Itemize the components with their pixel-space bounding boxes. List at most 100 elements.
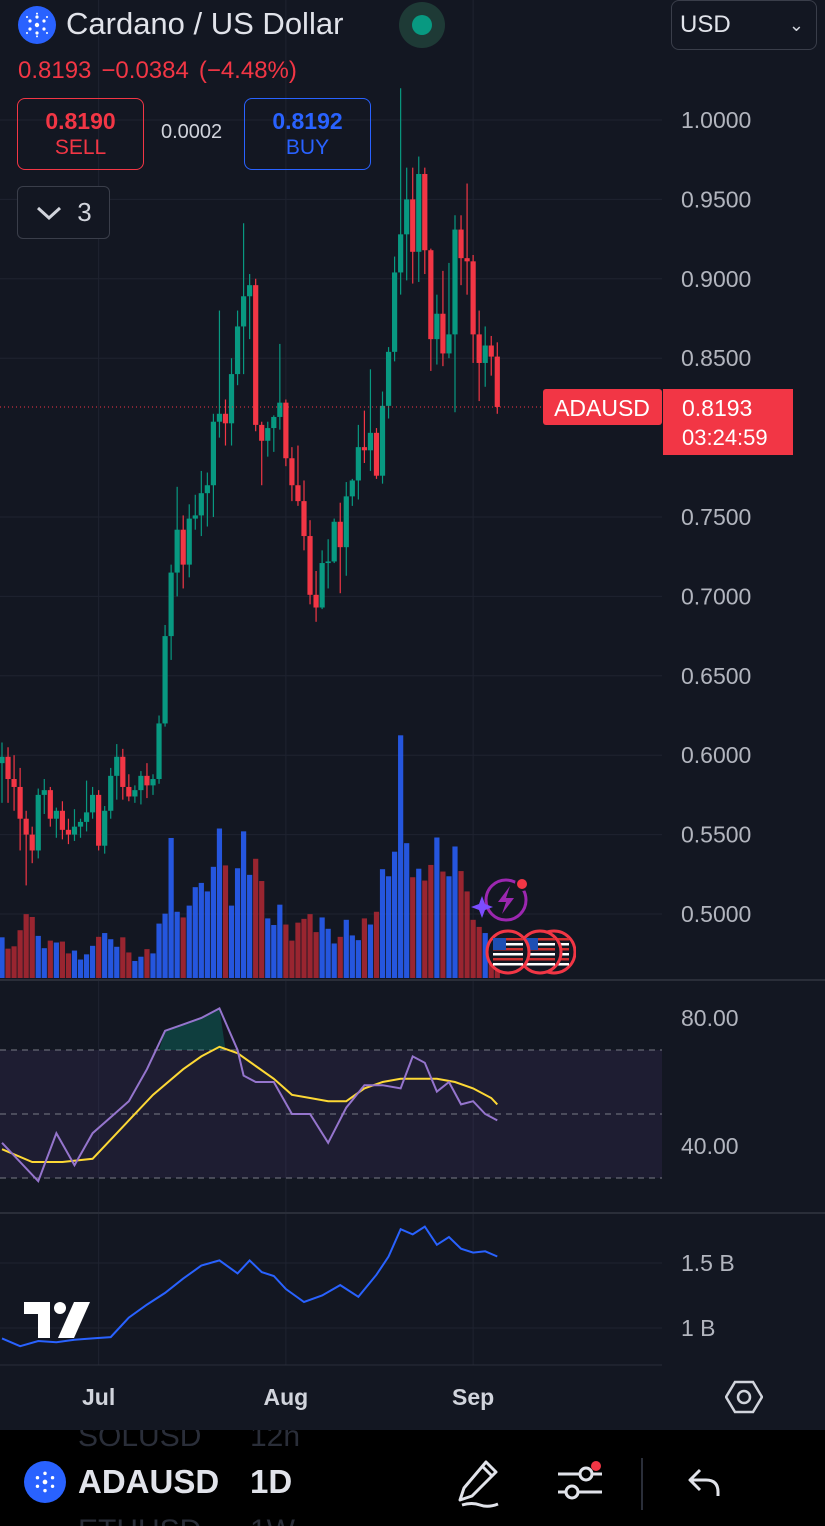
candle-body xyxy=(132,790,138,797)
market-open-icon[interactable] xyxy=(399,2,445,48)
volume-bar xyxy=(138,956,144,978)
volume-bar xyxy=(41,948,47,978)
price-tick-label: 0.8500 xyxy=(681,345,751,371)
candle-body xyxy=(410,199,416,252)
volume-bar xyxy=(90,945,96,978)
price-tick-label: 0.5000 xyxy=(681,901,751,927)
undo-icon[interactable] xyxy=(686,1466,722,1500)
price-tick-label: 0.6500 xyxy=(681,663,751,689)
next-symbol: ETHUSD xyxy=(78,1514,201,1526)
flag-stripe xyxy=(493,953,523,956)
symbol-list-prev[interactable]: SOLUSD 12h xyxy=(78,1430,300,1454)
volume-bar xyxy=(343,919,349,978)
indicators-toggle-button[interactable]: 3 xyxy=(17,186,110,239)
sell-label: SELL xyxy=(54,136,107,160)
candle-body xyxy=(77,821,84,827)
volume-bar xyxy=(277,904,283,978)
candle-body xyxy=(494,356,500,407)
buy-button[interactable]: 0.8192 BUY xyxy=(244,98,371,170)
symbol-title[interactable]: Cardano / US Dollar xyxy=(66,6,344,41)
chevron-down-icon xyxy=(37,206,62,220)
volume-bar xyxy=(29,916,35,978)
last-price-tag-bg xyxy=(663,389,793,455)
volume-bar xyxy=(361,918,367,978)
candle-body xyxy=(373,432,380,476)
volume-bar xyxy=(222,865,229,978)
flag-canton xyxy=(493,938,506,950)
volume-bar xyxy=(301,918,307,978)
flag-stripe xyxy=(493,943,523,946)
candle-body xyxy=(452,229,458,335)
volume-bar xyxy=(204,891,210,978)
symbol-list-next[interactable]: ETHUSD 1W xyxy=(78,1514,295,1526)
next-interval: 1W xyxy=(250,1514,295,1526)
volume-bar xyxy=(180,917,186,978)
candle-body xyxy=(41,790,47,795)
flag-stripe xyxy=(493,948,523,951)
candle-body xyxy=(126,786,132,797)
volume-bar xyxy=(373,911,380,978)
sell-button[interactable]: 0.8190 SELL xyxy=(17,98,144,170)
volume-bar xyxy=(392,851,398,978)
volume-bar xyxy=(241,831,247,978)
candle-body xyxy=(59,810,65,830)
price-axis[interactable]: 1.0000 0.9500 0.9000 0.8500 0.7500 0.7000 0.65… xyxy=(681,107,751,927)
volume-bar xyxy=(174,911,180,978)
buy-label: BUY xyxy=(285,136,330,160)
us-economic-events-icon[interactable] xyxy=(484,928,576,978)
candle-body xyxy=(355,447,361,481)
flag-stripe xyxy=(525,943,555,946)
candle-body xyxy=(186,518,192,565)
candle-body xyxy=(144,775,150,786)
volume-bar xyxy=(416,868,422,978)
time-axis[interactable]: Jul Aug Sep xyxy=(82,1384,494,1410)
volume-bar xyxy=(11,946,17,978)
volume-bar xyxy=(102,933,108,978)
bottom-toolbar: SOLUSD 12h ADAUSD 1D ETHUSD 1W xyxy=(0,1430,825,1526)
volume-bar xyxy=(168,837,174,978)
candle-body xyxy=(96,794,102,846)
volume-bar xyxy=(17,930,23,978)
settings-icon[interactable] xyxy=(725,1378,763,1416)
candle-body xyxy=(265,428,271,441)
symbol-selector[interactable]: ADAUSD xyxy=(78,1463,218,1500)
volume-bar xyxy=(77,959,84,978)
flag-stripe xyxy=(525,948,555,951)
rsi-tick-label: 40.00 xyxy=(681,1133,739,1159)
volume-bar xyxy=(259,881,265,978)
candle-body xyxy=(398,234,404,273)
volume-bar xyxy=(247,874,253,978)
volume-bar xyxy=(192,887,198,978)
pencil-icon[interactable] xyxy=(456,1458,502,1508)
candle-body xyxy=(253,285,259,425)
volume-bar xyxy=(186,905,192,978)
volume-bar xyxy=(234,868,241,978)
symbol-tag-bg xyxy=(543,389,662,425)
lightning-event-icon[interactable] xyxy=(470,874,532,924)
bar-countdown: 03:24:59 xyxy=(682,425,768,450)
candle-body xyxy=(222,413,229,424)
candle-body xyxy=(180,529,186,565)
flag-stripe xyxy=(525,963,555,966)
us-flag-badge xyxy=(485,929,531,975)
candle-body xyxy=(343,496,349,548)
candle-body xyxy=(241,296,247,327)
candle-body xyxy=(470,261,476,335)
volume-bar xyxy=(108,939,114,978)
interval-selector[interactable]: 1D xyxy=(250,1463,293,1500)
chart-area[interactable]: 1.0000 0.9500 0.9000 0.8500 0.7500 0.7000 0.65… xyxy=(0,0,825,1430)
candle-body xyxy=(35,794,41,851)
candle-body xyxy=(17,786,23,819)
candle-body xyxy=(168,572,174,637)
volume-bar xyxy=(283,924,289,978)
candle-body xyxy=(488,345,494,357)
volume-bar xyxy=(349,935,355,978)
currency-value: USD xyxy=(680,11,731,38)
cardano-logo-icon xyxy=(18,6,56,44)
candle-body xyxy=(11,779,17,787)
sliders-icon[interactable] xyxy=(556,1460,604,1506)
currency-select[interactable]: USD ⌄ xyxy=(671,0,817,50)
quote-line: 0.8193 −0.0384 (−4.48%) xyxy=(18,57,307,85)
price-tick-label: 0.9500 xyxy=(681,186,751,212)
flag-stripe xyxy=(525,938,555,941)
